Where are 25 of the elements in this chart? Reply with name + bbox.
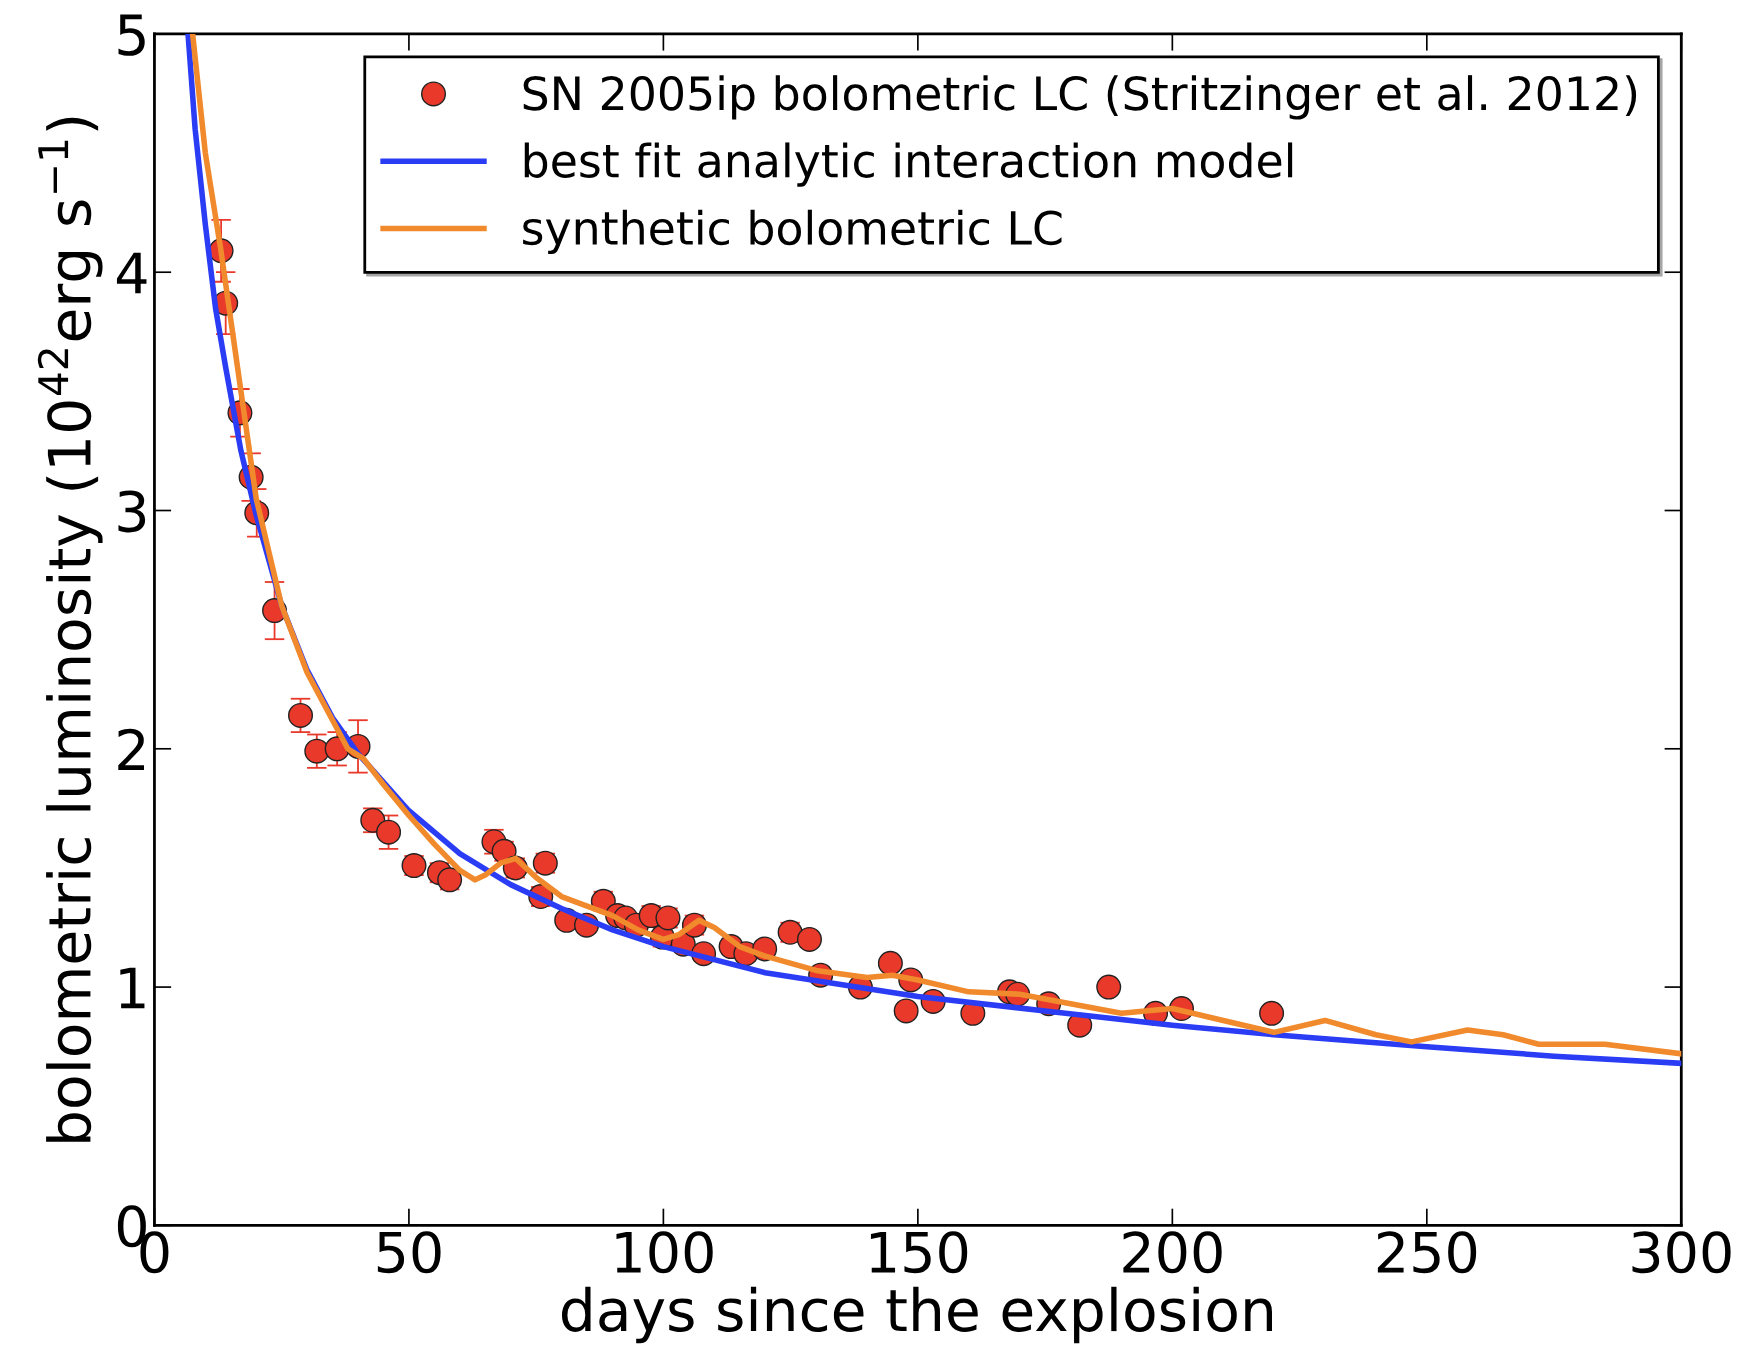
legend-label: best fit analytic interaction model [524,142,1293,187]
point [1259,1000,1285,1026]
point [877,950,903,976]
y-tick-label: 2 [118,728,145,770]
y-axis-title: bolometric luminosity (10$^{42}$erg s$^{−1}$) [37,117,103,1142]
y-tick-label: 5 [118,14,145,56]
y-tick-label: 4 [116,252,147,294]
x-tick-label: 200 [1123,1231,1222,1274]
point [796,926,822,952]
x-tick-label: 250 [1377,1231,1477,1274]
legend-label: synthetic bolometric LC [523,209,1062,255]
x-tick-label: 100 [616,1231,713,1274]
y-tick-label: 1 [120,967,145,1009]
y-tick-label: 3 [118,490,146,533]
x-axis-title: days since the explosion [562,1286,1272,1344]
legend-label: SN 2005ip bolometric LC (Stritzinger et al. 2012) [523,75,1637,120]
point [893,998,919,1024]
x-tick-label: 50 [377,1231,441,1274]
x-tick-label: 150 [870,1231,968,1274]
point [288,702,314,728]
x-tick-label: 300 [1632,1231,1731,1274]
point [376,819,402,845]
point [304,738,330,764]
point [437,867,463,893]
point [1096,974,1122,1000]
